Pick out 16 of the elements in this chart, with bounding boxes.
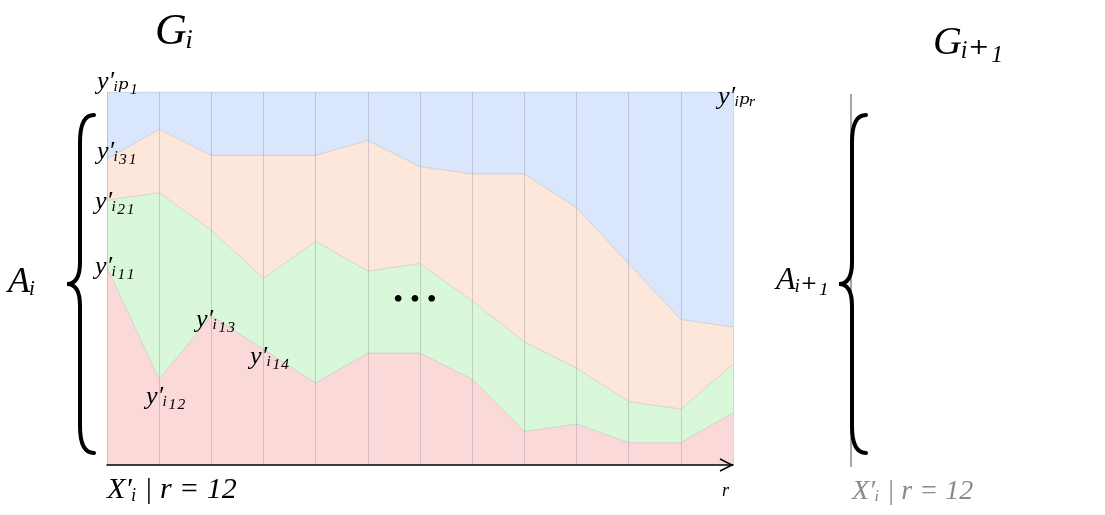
annotation: y′ᵢ₁₄ xyxy=(247,340,290,370)
y-axis-title: Aᵢ xyxy=(6,260,36,300)
annotation: y′ᵢ₁₂ xyxy=(143,380,186,410)
text: Gᵢ₊₁ xyxy=(933,17,1004,63)
annotation: y′ᵢ₁₃ xyxy=(193,303,236,333)
annotation: y′ᵢ₁₁ xyxy=(92,250,135,280)
text: r xyxy=(722,480,730,500)
annotation: y′ᵢ₂₁ xyxy=(92,185,135,215)
annotation: y′ᵢ₃₁ xyxy=(94,135,137,165)
text: X′ᵢ | r = 12 xyxy=(851,473,974,505)
chart-title: Gᵢ xyxy=(155,4,194,54)
annotation: y′ᵢₚ₁ xyxy=(94,65,138,95)
x-axis-title: X′ᵢ | r = 12 xyxy=(106,470,237,504)
annotation: • • • xyxy=(393,282,437,314)
text: Aᵢ₊₁ xyxy=(774,260,829,296)
annotation: y′ᵢₚᵣ xyxy=(715,80,757,110)
